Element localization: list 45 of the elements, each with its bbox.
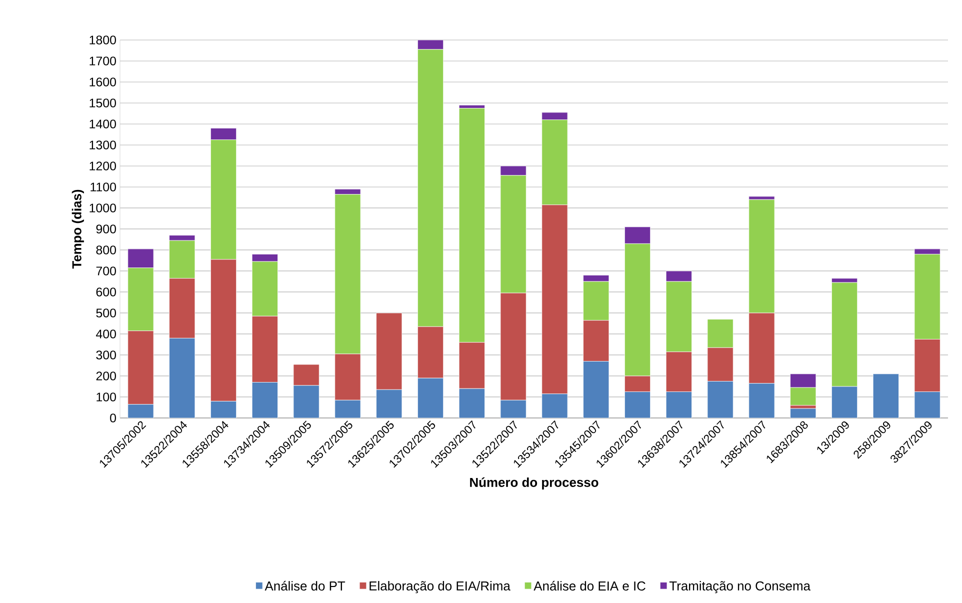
y-tick-label: 1000 — [90, 204, 116, 212]
bar — [210, 400, 237, 418]
y-tick-label: 600 — [96, 288, 116, 296]
y-tick-label: 900 — [96, 224, 116, 234]
bar — [252, 382, 278, 418]
y-axis-title: Tempo (dias) — [72, 190, 84, 269]
y-tick-label: 1600 — [90, 78, 116, 86]
bar — [624, 392, 651, 418]
bar — [666, 392, 692, 418]
y-tick-label: 1300 — [90, 140, 116, 150]
y-tick-label: 400 — [96, 330, 116, 338]
y-tick-label: 300 — [96, 350, 116, 360]
bar — [914, 392, 940, 418]
y-tick-label: 1800 — [90, 36, 116, 44]
legend-label: Elaboração do EIA/Rima — [370, 581, 510, 594]
y-tick-label: 1200 — [90, 162, 116, 170]
bar — [872, 374, 899, 418]
bar — [169, 338, 196, 418]
y-tick-label: 800 — [96, 246, 116, 254]
bar — [293, 385, 320, 418]
x-axis-title: Número do processo — [470, 477, 598, 490]
bar — [128, 404, 154, 418]
y-tick-label: 700 — [96, 266, 116, 276]
y-tick-label: 1400 — [90, 120, 116, 128]
y-tick-label: 1100 — [90, 182, 116, 192]
y-tick-label: 500 — [96, 308, 116, 318]
bar — [500, 400, 526, 418]
bar — [542, 394, 568, 418]
legend-label: Tramitação no Consema — [669, 581, 810, 594]
bar — [748, 383, 775, 418]
legend-label: Análise do EIA e IC — [534, 580, 646, 591]
bar — [417, 378, 444, 418]
legend-label: Análise do PT — [264, 580, 346, 591]
y-tick-label: 0 — [110, 414, 116, 422]
bar — [707, 381, 734, 418]
y-tick-label: 200 — [96, 372, 116, 380]
bar — [458, 388, 485, 418]
bar — [583, 361, 610, 418]
y-tick-label: 1700 — [90, 56, 116, 66]
bar — [293, 364, 320, 386]
bar — [376, 389, 402, 418]
bar — [334, 400, 361, 418]
bar — [831, 386, 858, 418]
y-tick-label: 100 — [96, 392, 116, 402]
y-tick-label: 1500 — [90, 98, 116, 108]
